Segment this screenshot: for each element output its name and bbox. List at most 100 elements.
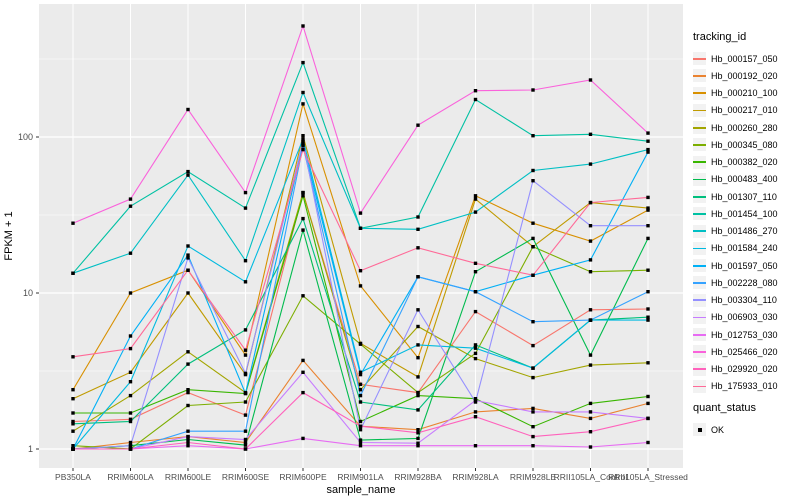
data-point (588, 132, 593, 136)
data-point (301, 358, 305, 363)
data-point (71, 444, 75, 448)
series-color-line-icon (693, 109, 706, 112)
data-point (646, 236, 650, 241)
legend-key-box (693, 121, 706, 135)
data-point (301, 216, 305, 221)
data-point (416, 246, 420, 250)
data-point (301, 436, 305, 441)
x-tick-label: RRIM600LA (107, 472, 154, 482)
data-point (128, 251, 133, 255)
data-point (531, 245, 535, 249)
series-color-line-icon (693, 57, 706, 60)
data-point (358, 284, 363, 288)
legend-key-box (693, 86, 706, 100)
data-point (531, 375, 535, 380)
data-point (243, 206, 248, 210)
data-point (186, 362, 190, 366)
data-point (358, 342, 363, 346)
legend-item-label: Hb_012753_030 (711, 329, 778, 340)
series-color-line-icon (693, 75, 706, 77)
data-point (588, 363, 593, 367)
data-point (301, 194, 305, 198)
data-point (243, 429, 248, 433)
data-point (243, 328, 248, 332)
square-point-icon (697, 427, 702, 432)
legend-key-box (693, 276, 706, 290)
legend-key-box (693, 310, 706, 324)
data-point (358, 428, 363, 432)
data-point (588, 224, 593, 228)
data-point (416, 343, 420, 347)
data-point (71, 411, 75, 415)
legend-item-Hb_000382_020: Hb_000382_020 (693, 154, 778, 171)
data-point (301, 90, 305, 95)
data-point (71, 397, 75, 401)
legend-item-Hb_029920_020: Hb_029920_020 (693, 361, 778, 378)
data-point (128, 419, 133, 424)
legend-key-box (693, 345, 706, 359)
legend-item-label: Hb_000345_080 (711, 139, 778, 150)
data-point (416, 390, 420, 395)
data-point (128, 440, 133, 445)
data-point (531, 320, 535, 324)
x-tick-label: RRIM901LA (337, 472, 384, 482)
data-point (416, 215, 420, 219)
legend-item-label: Hb_000260_280 (711, 122, 778, 133)
data-point (71, 271, 75, 275)
data-point (588, 416, 593, 421)
data-point (473, 398, 478, 403)
data-point (646, 440, 650, 445)
data-point (71, 447, 75, 451)
legend-title-quant-status: quant_status (693, 402, 756, 414)
data-point (358, 424, 363, 428)
legend-item-Hb_001597_050: Hb_001597_050 (693, 257, 778, 274)
data-point (646, 307, 650, 311)
legend-item-label: Hb_002228_080 (711, 277, 778, 288)
legend-item-Hb_000157_050: Hb_000157_050 (693, 50, 778, 67)
legend-key-box (693, 379, 706, 393)
data-point (473, 351, 478, 356)
legend-item-Hb_006903_030: Hb_006903_030 (693, 309, 778, 326)
data-point (301, 147, 305, 152)
data-point (128, 334, 133, 338)
data-point (473, 270, 478, 274)
legend-key-box (693, 52, 706, 66)
data-point (243, 413, 248, 417)
data-point (531, 168, 535, 173)
data-point (358, 226, 363, 230)
data-point (186, 429, 190, 433)
data-point (416, 393, 420, 398)
data-point (358, 393, 363, 398)
data-point (473, 356, 478, 361)
legend-item-label: Hb_175933_010 (711, 381, 778, 392)
legend-key-box (693, 138, 706, 152)
legend-key-box (693, 423, 706, 437)
data-point (358, 211, 363, 215)
data-point (358, 419, 363, 424)
data-point (71, 355, 75, 359)
data-point (416, 428, 420, 432)
x-tick-label: RRIM600LE (165, 472, 212, 482)
data-point (416, 441, 420, 445)
x-tick-label: RRIM928LE (510, 472, 557, 482)
data-point (301, 24, 305, 28)
data-point (473, 415, 478, 419)
legend-item-Hb_000192_020: Hb_000192_020 (693, 67, 778, 84)
data-point (186, 107, 190, 112)
data-point (588, 258, 593, 262)
x-axis-title: sample_name (326, 484, 395, 496)
data-point (473, 343, 478, 347)
legend-key-box (693, 172, 706, 186)
data-point (531, 134, 535, 138)
data-point (531, 366, 535, 370)
legend-item-label: Hb_006903_030 (711, 312, 778, 323)
data-point (186, 390, 190, 395)
data-point (646, 268, 650, 272)
data-point (646, 394, 650, 399)
legend-item-label: Hb_029920_020 (711, 364, 778, 375)
series-color-line-icon (693, 230, 706, 232)
data-point (588, 239, 593, 243)
data-point (128, 204, 133, 208)
data-point (128, 393, 133, 398)
x-tick-label: RRII105LA_Stressed (608, 472, 688, 482)
